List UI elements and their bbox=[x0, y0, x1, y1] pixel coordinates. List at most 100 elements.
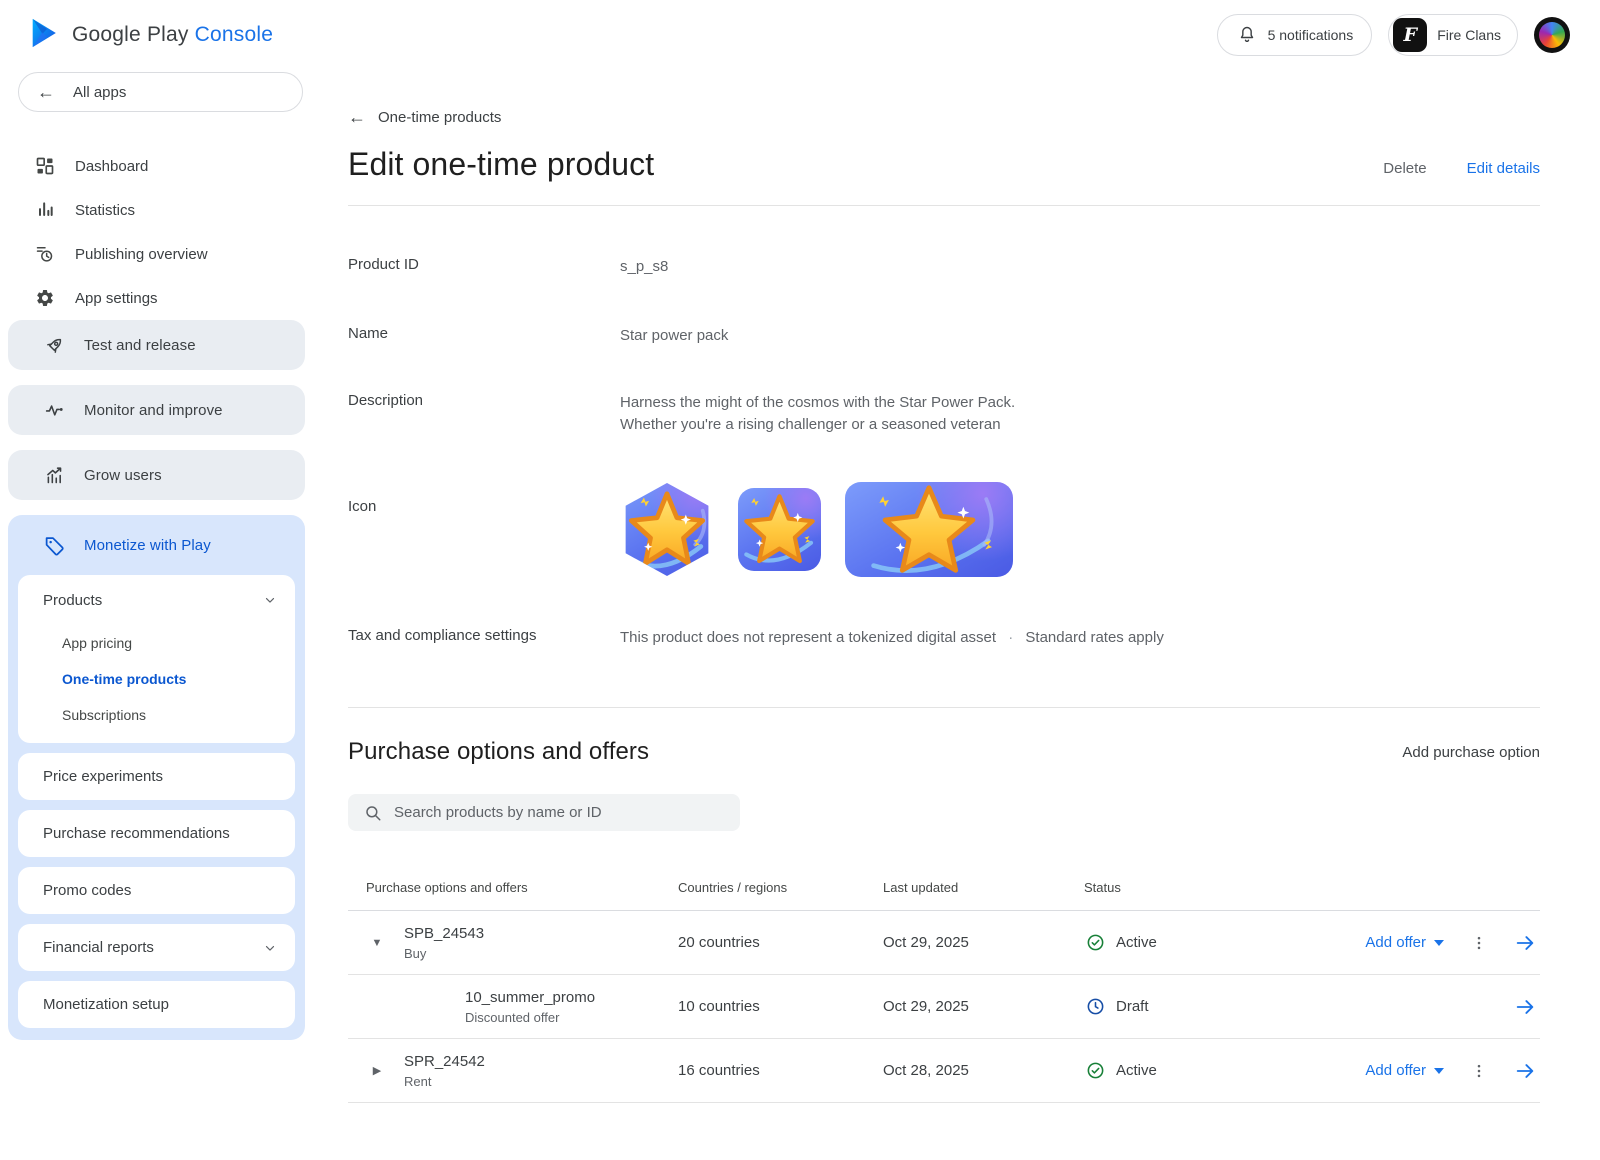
add-offer-button[interactable]: Add offer bbox=[1365, 1062, 1444, 1079]
sidebar-item-subscriptions[interactable]: Subscriptions bbox=[18, 697, 295, 733]
back-arrow-icon: ← bbox=[37, 82, 55, 103]
sidebar-item-label: Dashboard bbox=[75, 158, 148, 175]
product-id-value: s_p_s8 bbox=[620, 256, 668, 278]
sidebar-item-publishing-overview[interactable]: Publishing overview bbox=[0, 232, 321, 276]
page-title: Edit one-time product bbox=[348, 146, 654, 183]
open-arrow-icon[interactable] bbox=[1514, 1060, 1536, 1082]
publishing-clock-icon bbox=[34, 243, 56, 265]
open-arrow-icon[interactable] bbox=[1514, 996, 1536, 1018]
table-header-row: Purchase options and offers Countries / … bbox=[348, 865, 1540, 911]
edit-details-button[interactable]: Edit details bbox=[1467, 160, 1540, 177]
breadcrumb[interactable]: ← One-time products bbox=[348, 107, 501, 128]
field-label: Name bbox=[348, 325, 620, 347]
field-label: Icon bbox=[348, 482, 620, 577]
sidebar-item-app-pricing[interactable]: App pricing bbox=[18, 625, 295, 661]
draft-clock-icon bbox=[1084, 996, 1106, 1018]
sidebar-item-promo-codes[interactable]: Promo codes bbox=[18, 867, 295, 914]
field-icon: Icon bbox=[348, 482, 1540, 577]
sidebar-item-price-experiments[interactable]: Price experiments bbox=[18, 753, 295, 800]
notifications-label: 5 notifications bbox=[1268, 27, 1354, 43]
sidebar-item-label: App settings bbox=[75, 290, 158, 307]
more-options-icon[interactable] bbox=[1470, 934, 1488, 952]
status-badge: Draft bbox=[1116, 998, 1149, 1015]
search-input[interactable] bbox=[394, 804, 726, 821]
chevron-down-icon bbox=[263, 941, 277, 955]
app-switcher-button[interactable]: F Fire Clans bbox=[1388, 14, 1518, 56]
divider bbox=[348, 707, 1540, 708]
product-icon-rectangle bbox=[845, 482, 1013, 577]
sidebar-group-label: Grow users bbox=[84, 467, 162, 484]
field-tax: Tax and compliance settings This product… bbox=[348, 627, 1540, 649]
add-offer-button[interactable]: Add offer bbox=[1365, 934, 1444, 951]
column-header: Countries / regions bbox=[660, 880, 865, 895]
search-box bbox=[348, 794, 740, 831]
table-row: ▶ SPR_24542 Rent 16 countries Oct 28, 20… bbox=[348, 1039, 1540, 1103]
products-label: Products bbox=[43, 592, 102, 609]
collapse-caret-icon[interactable]: ▼ bbox=[366, 937, 388, 949]
card-label: Purchase recommendations bbox=[43, 825, 230, 842]
logo-text-console: Console bbox=[195, 23, 273, 46]
active-check-icon bbox=[1084, 932, 1106, 954]
column-header: Last updated bbox=[865, 880, 1066, 895]
user-avatar[interactable] bbox=[1534, 17, 1570, 53]
tax-value: This product does not represent a tokeni… bbox=[620, 627, 1164, 649]
chevron-down-icon bbox=[263, 593, 277, 607]
sidebar-item-statistics[interactable]: Statistics bbox=[0, 188, 321, 232]
top-header: Google Play Console 5 notifications F Fi… bbox=[0, 0, 1600, 70]
purchase-option-type: Rent bbox=[404, 1074, 485, 1089]
purchase-option-type: Buy bbox=[404, 946, 484, 961]
card-label: Promo codes bbox=[43, 882, 131, 899]
status-cell: Draft bbox=[1066, 996, 1316, 1018]
open-arrow-icon[interactable] bbox=[1514, 932, 1536, 954]
purchase-option-id: SPR_24542 bbox=[404, 1053, 485, 1070]
sidebar-group-monitor-and-improve[interactable]: Monitor and improve bbox=[8, 385, 305, 435]
sidebar-group-grow-users[interactable]: Grow users bbox=[8, 450, 305, 500]
delete-button[interactable]: Delete bbox=[1383, 160, 1426, 177]
monetize-with-play-panel: Monetize with Play Products App pricing … bbox=[8, 515, 305, 1040]
column-header: Status bbox=[1066, 880, 1316, 895]
monetize-label: Monetize with Play bbox=[84, 537, 211, 554]
breadcrumb-label: One-time products bbox=[378, 109, 501, 126]
sidebar-item-dashboard[interactable]: Dashboard bbox=[0, 144, 321, 188]
sidebar-item-financial-reports[interactable]: Financial reports bbox=[18, 924, 295, 971]
last-updated-cell: Oct 29, 2025 bbox=[865, 998, 1066, 1015]
field-label: Tax and compliance settings bbox=[348, 627, 620, 649]
description-value: Harness the might of the cosmos with the… bbox=[620, 392, 1015, 436]
expand-caret-icon[interactable]: ▶ bbox=[366, 1064, 388, 1077]
card-label: Price experiments bbox=[43, 768, 163, 785]
notifications-button[interactable]: 5 notifications bbox=[1217, 14, 1373, 56]
sidebar-group-test-and-release[interactable]: Test and release bbox=[8, 320, 305, 370]
sidebar-item-label: Publishing overview bbox=[75, 246, 208, 263]
sidebar-group-label: Monitor and improve bbox=[84, 402, 223, 419]
divider bbox=[348, 205, 1540, 206]
google-play-console-logo[interactable]: Google Play Console bbox=[30, 17, 273, 54]
main-content: ← One-time products Edit one-time produc… bbox=[321, 70, 1600, 1160]
purchase-options-heading: Purchase options and offers bbox=[348, 738, 649, 766]
sidebar-group-monetize-with-play[interactable]: Monetize with Play bbox=[18, 525, 295, 565]
all-apps-button[interactable]: ← All apps bbox=[18, 72, 303, 112]
status-cell: Active bbox=[1066, 1060, 1316, 1082]
field-description: Description Harness the might of the cos… bbox=[348, 392, 1540, 436]
bell-icon bbox=[1236, 24, 1258, 46]
sidebar-item-purchase-recommendations[interactable]: Purchase recommendations bbox=[18, 810, 295, 857]
app-name-label: Fire Clans bbox=[1437, 27, 1501, 43]
field-label: Description bbox=[348, 392, 620, 436]
dropdown-arrow-icon bbox=[1434, 940, 1444, 946]
bar-chart-icon bbox=[34, 199, 56, 221]
last-updated-cell: Oct 28, 2025 bbox=[865, 1062, 1066, 1079]
sidebar-item-one-time-products[interactable]: One-time products bbox=[18, 661, 295, 697]
purchase-option-id: SPB_24543 bbox=[404, 925, 484, 942]
offer-id: 10_summer_promo bbox=[465, 989, 595, 1006]
add-purchase-option-button[interactable]: Add purchase option bbox=[1402, 744, 1540, 761]
logo-text-google-play: Google Play bbox=[72, 23, 189, 46]
more-options-icon[interactable] bbox=[1470, 1062, 1488, 1080]
countries-cell: 16 countries bbox=[660, 1062, 865, 1079]
status-badge: Active bbox=[1116, 934, 1157, 951]
table-row: ▼ SPB_24543 Buy 20 countries Oct 29, 202… bbox=[348, 911, 1540, 975]
tag-icon bbox=[43, 534, 65, 556]
sidebar-item-label: Statistics bbox=[75, 202, 135, 219]
sidebar-item-monetization-setup[interactable]: Monetization setup bbox=[18, 981, 295, 1028]
offer-type: Discounted offer bbox=[465, 1010, 595, 1025]
sidebar-item-app-settings[interactable]: App settings bbox=[0, 276, 321, 320]
sidebar-item-products[interactable]: Products bbox=[18, 575, 295, 625]
